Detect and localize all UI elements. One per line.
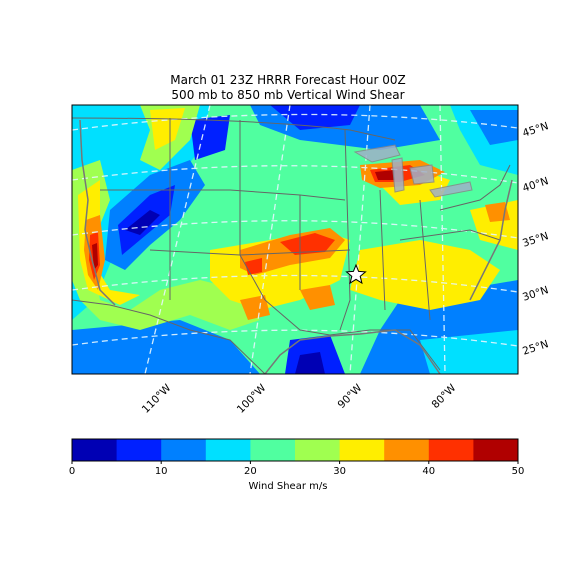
colorbar-tick-label: 0 bbox=[68, 466, 76, 477]
colorbar-segment bbox=[473, 439, 519, 461]
colorbar-ticks bbox=[71, 461, 519, 464]
colorbar-segment bbox=[384, 439, 430, 461]
colorbar-segment bbox=[72, 439, 118, 461]
colorbar-tick-label: 50 bbox=[511, 466, 525, 477]
colorbar-segment bbox=[116, 439, 162, 461]
colorbar-label: Wind Shear m/s bbox=[248, 481, 328, 492]
colorbar-segment bbox=[428, 439, 474, 461]
map-title-line1: March 01 23Z HRRR Forecast Hour 00Z bbox=[170, 73, 406, 87]
map-frame bbox=[71, 104, 519, 375]
colorbar-frame bbox=[71, 438, 519, 462]
colorbar-tick-label: 30 bbox=[333, 466, 346, 477]
colorbar-tick-label: 10 bbox=[154, 466, 168, 477]
great-lakes bbox=[353, 144, 473, 198]
colorbar-segment bbox=[250, 439, 296, 461]
colorbar bbox=[72, 439, 519, 461]
map-title-line2: 500 mb to 850 mb Vertical Wind Shear bbox=[171, 88, 405, 102]
colorbar-tick-label: 20 bbox=[244, 466, 257, 477]
political-borders bbox=[72, 117, 511, 374]
colorbar-segment bbox=[161, 439, 207, 461]
colorbar-segment bbox=[339, 439, 385, 461]
colorbar-segment bbox=[205, 439, 251, 461]
graticule bbox=[72, 105, 518, 374]
wind-shear-field bbox=[72, 105, 518, 374]
colorbar-segment bbox=[295, 439, 341, 461]
star-icon bbox=[345, 263, 367, 285]
colorbar-tick-label: 40 bbox=[422, 466, 436, 477]
coastlines bbox=[79, 119, 513, 374]
